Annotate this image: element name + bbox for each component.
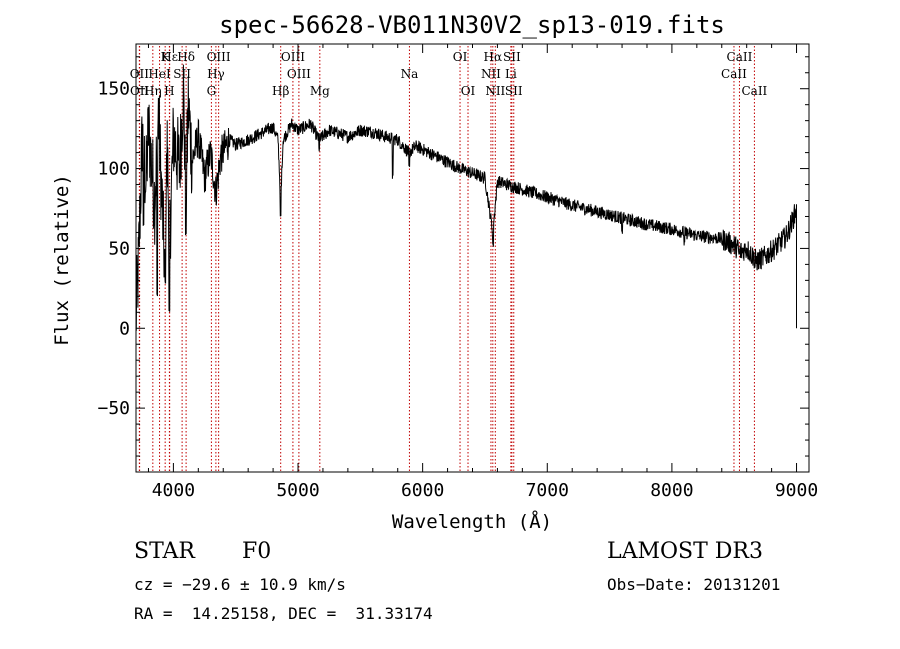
object-subclass: F0 [242,539,272,564]
y-tick-label: 150 [97,79,130,100]
line-label: Hε [161,50,178,64]
line-label: SII [505,84,523,98]
line-label: Hβ [272,84,289,98]
y-tick-label: 50 [108,238,130,259]
sky-coordinates: RA = 14.25158, DEC = 31.33174 [134,604,433,623]
line-label: OII [130,84,150,98]
line-label: Mg [310,84,330,98]
line-label: NII [485,84,505,98]
line-label: Hδ [177,50,195,64]
line-label: SII [503,50,521,64]
x-tick-label: 7000 [526,480,569,501]
line-label: OI [461,84,476,98]
line-label: OIII [207,50,231,64]
line-label: OII [130,67,150,81]
x-tick-label: 8000 [650,480,693,501]
line-label: G [207,84,217,98]
y-axis: −50 0 50 100 150 [97,56,809,457]
line-label: OIII [281,50,305,64]
spectrum-line [135,64,797,331]
line-label: Hη [144,84,162,98]
line-label: Li [505,67,517,81]
survey-name: LAMOST DR3 [607,539,763,564]
x-tick-label: 9000 [775,480,818,501]
y-tick-label: −50 [97,398,130,419]
line-label: Hα [484,50,503,64]
plot-frame [135,43,810,473]
line-label: CaII [727,50,753,64]
x-tick-label: 5000 [276,480,319,501]
line-label: SII [173,67,191,81]
x-tick-label: 4000 [152,480,195,501]
x-axis: 4000 5000 6000 7000 8000 9000 [147,44,818,501]
redshift-velocity: cz = −29.6 ± 10.9 km/s [134,575,346,594]
line-label: CaII [741,84,767,98]
line-label: OI [453,50,468,64]
y-tick-label: 100 [97,159,130,180]
line-label: OIII [287,67,311,81]
x-tick-label: 6000 [401,480,444,501]
line-label: Na [401,67,419,81]
y-tick-label: 0 [119,318,130,339]
line-label: H [164,84,174,98]
chart-title: spec-56628-VB011N30V2_sp13-019.fits [219,11,725,39]
line-label: HeI [148,67,171,81]
x-axis-label: Wavelength (Å) [392,510,552,533]
object-class: STAR [134,539,195,564]
line-label: NII [481,67,501,81]
emission-line-markers [138,46,755,472]
line-label: Hγ [207,67,225,81]
y-axis-label: Flux (relative) [51,174,73,346]
line-label: K [161,50,171,64]
line-label: CaII [721,67,747,81]
observation-date: Obs−Date: 20131201 [607,575,781,594]
